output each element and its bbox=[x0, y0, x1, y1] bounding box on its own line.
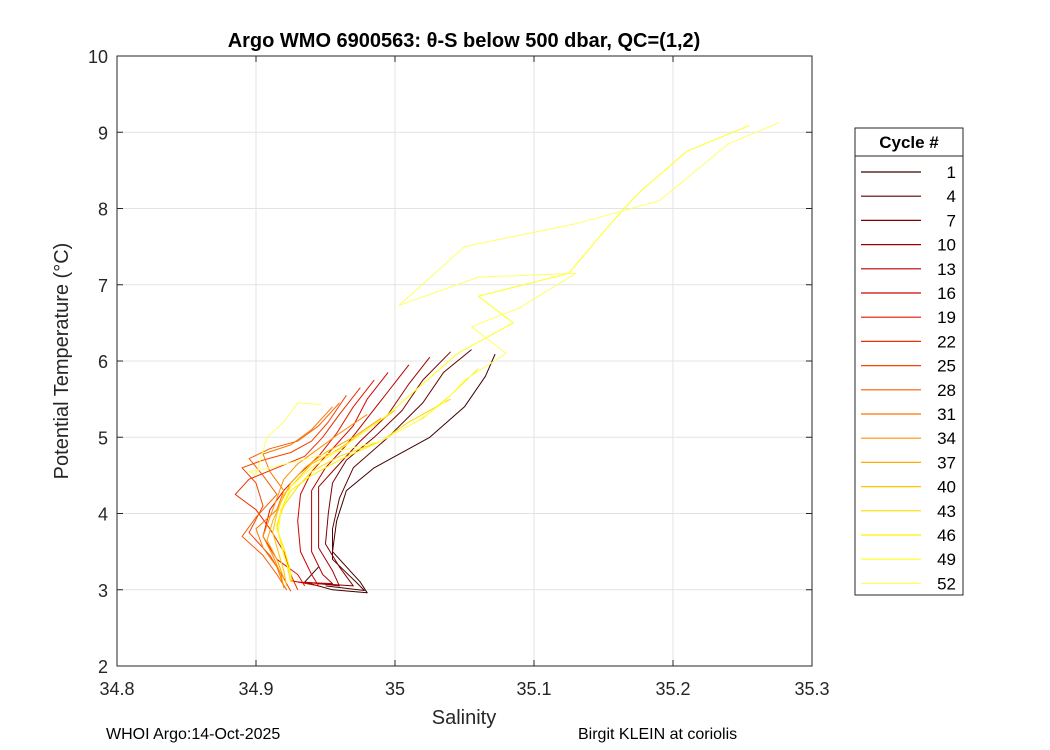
legend-label: 46 bbox=[937, 526, 956, 545]
x-tick-label: 34.9 bbox=[238, 679, 273, 699]
x-tick-label: 35 bbox=[385, 679, 405, 699]
x-tick-label: 35.2 bbox=[655, 679, 690, 699]
legend-label: 13 bbox=[937, 260, 956, 279]
legend-label: 40 bbox=[937, 478, 956, 497]
legend-label: 4 bbox=[947, 187, 956, 206]
legend-label: 28 bbox=[937, 381, 956, 400]
y-tick-label: 2 bbox=[98, 657, 108, 677]
y-tick-label: 10 bbox=[88, 47, 108, 67]
y-tick-label: 5 bbox=[98, 428, 108, 448]
y-axis-label: Potential Temperature (°C) bbox=[51, 243, 73, 480]
legend-label: 31 bbox=[937, 405, 956, 424]
legend-label: 34 bbox=[937, 429, 956, 448]
legend-title: Cycle # bbox=[879, 133, 939, 152]
series-line-cycle-4 bbox=[325, 349, 472, 591]
series-line-cycle-40 bbox=[272, 410, 396, 586]
series-line-cycle-25 bbox=[241, 395, 347, 592]
legend: Cycle # 1 4 7 10 13 16 19 22 25 28 31 34 37 40 43 46 49 5… bbox=[854, 127, 964, 596]
series-line-cycle-7 bbox=[318, 351, 451, 587]
x-tick-label: 35.1 bbox=[516, 679, 551, 699]
y-tick-label: 7 bbox=[98, 276, 108, 296]
legend-items: 1 4 7 10 13 16 19 22 25 28 31 34 37 40 43 46 49 52 bbox=[861, 163, 956, 593]
series-line-cycle-28 bbox=[241, 402, 340, 591]
series-line-cycle-1 bbox=[304, 353, 496, 594]
legend-label: 1 bbox=[947, 163, 956, 182]
series-line-cycle-34 bbox=[262, 413, 368, 589]
legend-label: 19 bbox=[937, 308, 956, 327]
footer-author: Birgit KLEIN at coriolis bbox=[578, 726, 738, 743]
series-line-cycle-13 bbox=[297, 364, 410, 585]
legend-label: 10 bbox=[937, 236, 956, 255]
series-layer bbox=[234, 121, 781, 594]
y-tick-label: 6 bbox=[98, 352, 108, 372]
legend-label: 25 bbox=[937, 357, 956, 376]
legend-label: 37 bbox=[937, 453, 956, 472]
legend-label: 22 bbox=[937, 332, 956, 351]
series-line-cycle-49 bbox=[277, 124, 750, 575]
series-line-cycle-22 bbox=[234, 387, 361, 591]
series-line-cycle-31 bbox=[255, 406, 333, 587]
y-tick-label: 8 bbox=[98, 200, 108, 220]
y-tick-label: 3 bbox=[98, 581, 108, 601]
x-axis-label: Salinity bbox=[432, 707, 496, 729]
x-tick-label: 35.3 bbox=[794, 679, 829, 699]
legend-label: 43 bbox=[937, 502, 956, 521]
x-tick-label: 34.8 bbox=[99, 679, 134, 699]
footer-credit: WHOI Argo:14-Oct-2025 bbox=[106, 726, 281, 743]
series-line-cycle-52 bbox=[248, 121, 781, 476]
legend-label: 49 bbox=[937, 550, 956, 569]
y-tick-label: 9 bbox=[98, 123, 108, 143]
legend-label: 16 bbox=[937, 284, 956, 303]
chart-title: Argo WMO 6900563: θ-S below 500 dbar, QC… bbox=[228, 30, 701, 52]
y-tick-label: 4 bbox=[98, 505, 108, 525]
grid-lines bbox=[117, 56, 812, 666]
legend-label: 7 bbox=[947, 211, 956, 230]
legend-label: 52 bbox=[937, 574, 956, 593]
axis-ticks: 34.8 34.9 35 35.1 35.2 35.3 2 3 4 5 6 7 8 9 10 bbox=[88, 47, 830, 699]
series-line-cycle-16 bbox=[290, 372, 389, 587]
legend-box bbox=[854, 127, 964, 596]
series-line-cycle-10 bbox=[304, 356, 431, 587]
